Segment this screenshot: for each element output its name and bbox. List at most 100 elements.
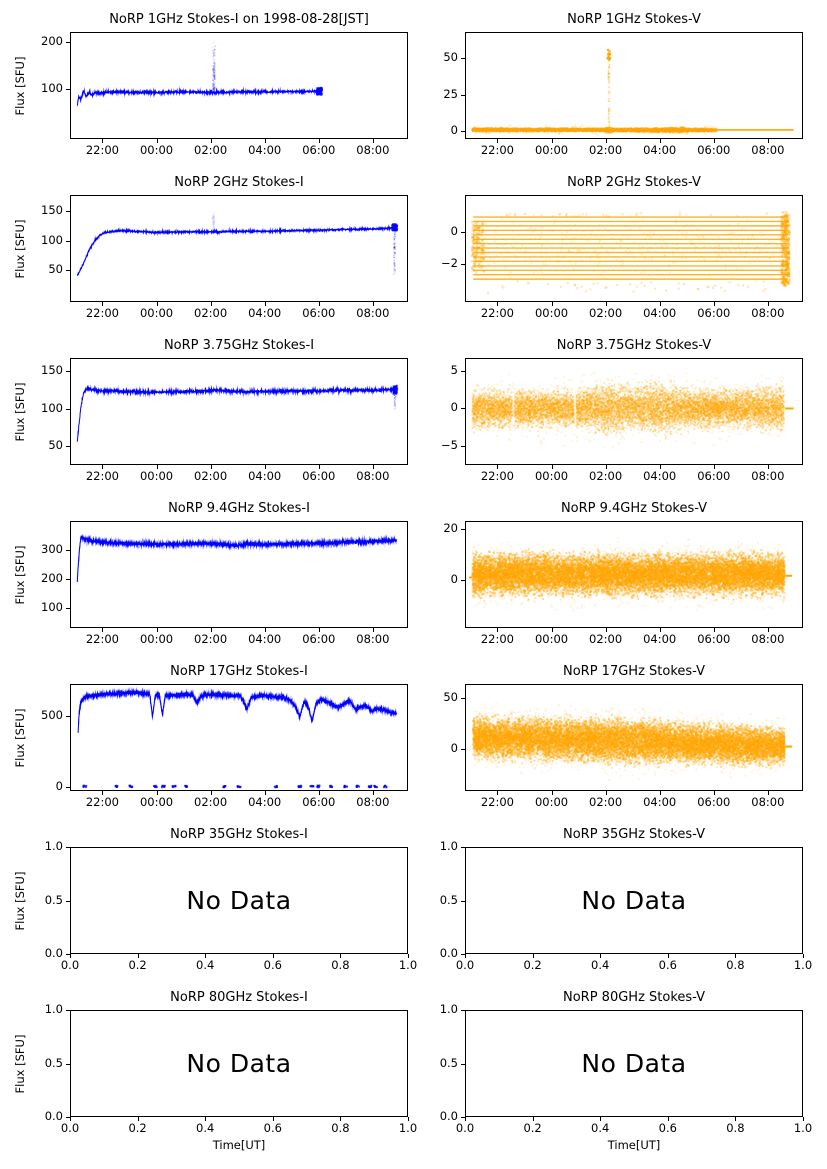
y-axis-label: Flux [SFU] [13, 871, 27, 930]
x-tick-mark [264, 628, 266, 632]
x-tick-label: 04:00 [248, 306, 282, 320]
y-tick-mark [66, 1063, 70, 1065]
y-tick-mark [461, 847, 465, 848]
x-tick-label: 08:00 [356, 469, 390, 483]
x-tick-mark [318, 628, 320, 632]
y-tick-label: 1.0 [439, 839, 458, 853]
x-tick-label: 06:00 [302, 795, 336, 809]
x-tick-mark [497, 791, 499, 795]
x-tick-label: 04:00 [643, 795, 677, 809]
x-tick-label: 00:00 [139, 632, 174, 646]
y-tick-mark [66, 847, 70, 848]
x-tick-label: 06:00 [302, 469, 336, 483]
x-tick-label: 22:00 [85, 632, 120, 646]
y-tick-mark [66, 240, 70, 242]
x-tick-mark [551, 791, 553, 795]
x-tick-label: 06:00 [697, 306, 731, 320]
x-tick-mark [605, 139, 607, 143]
x-tick-label: 06:00 [697, 469, 731, 483]
x-tick-mark [264, 139, 266, 143]
x-tick-mark [205, 1117, 207, 1121]
x-tick-label: 00:00 [534, 632, 569, 646]
y-tick-mark [461, 1117, 465, 1118]
x-tick-label: 00:00 [534, 795, 569, 809]
x-tick-label: 02:00 [589, 795, 623, 809]
no-data-label: No Data [581, 886, 687, 915]
x-tick-mark [605, 791, 607, 795]
x-tick-label: 1.0 [793, 1121, 813, 1135]
x-tick-mark [551, 465, 553, 469]
x-tick-mark [102, 791, 104, 795]
y-tick-mark [461, 408, 465, 410]
y-tick-mark [461, 900, 465, 902]
plot-area-norp-17ghz-stokes-i [70, 684, 408, 791]
x-tick-mark [210, 302, 212, 306]
y-tick-label: 0.0 [44, 1109, 63, 1123]
x-tick-label: 0.6 [658, 958, 677, 972]
x-tick-mark [659, 465, 661, 469]
y-tick-mark [461, 446, 465, 448]
x-tick-mark [713, 628, 715, 632]
x-tick-label: 0.8 [331, 958, 350, 972]
plot-area-norp-1ghz-stokes-v [465, 32, 803, 139]
plot-title: NoRP 1GHz Stokes-I on 1998-08-28[JST] [109, 12, 369, 27]
x-tick-mark [465, 954, 466, 958]
y-tick-label: 150 [41, 363, 63, 378]
plot-title: NoRP 35GHz Stokes-V [563, 827, 705, 842]
y-tick-mark [66, 269, 70, 271]
x-tick-mark [659, 791, 661, 795]
x-tick-label: 22:00 [85, 469, 120, 483]
x-tick-mark [318, 791, 320, 795]
x-tick-mark [70, 1117, 71, 1121]
x-tick-label: 02:00 [194, 469, 228, 483]
plot-title: NoRP 9.4GHz Stokes-V [560, 501, 708, 516]
x-tick-mark [659, 302, 661, 306]
x-tick-label: 22:00 [480, 795, 515, 809]
plot-area-norp-3-75ghz-stokes-i [70, 358, 408, 465]
y-tick-label: 200 [41, 33, 63, 48]
x-tick-label: 08:00 [751, 306, 785, 320]
x-tick-label: 0.8 [726, 1121, 745, 1135]
x-tick-mark [767, 628, 769, 632]
plot-title: NoRP 80GHz Stokes-V [563, 990, 705, 1005]
x-tick-label: 1.0 [793, 958, 813, 972]
y-axis-label: Flux [SFU] [13, 708, 27, 767]
y-tick-label: 0 [450, 223, 458, 238]
x-tick-mark [372, 465, 374, 469]
x-tick-mark [551, 628, 553, 632]
y-tick-label: 0 [450, 740, 458, 755]
plot-area-norp-3-75ghz-stokes-v [465, 358, 803, 465]
y-tick-mark [461, 130, 465, 132]
plot-title: NoRP 2GHz Stokes-V [567, 175, 701, 190]
y-axis-label: Flux [SFU] [13, 1034, 27, 1093]
y-tick-label: 200 [41, 570, 63, 585]
x-tick-mark [803, 1117, 804, 1121]
x-tick-mark [102, 465, 104, 469]
y-tick-label: 1.0 [44, 839, 63, 853]
x-tick-label: 22:00 [85, 795, 120, 809]
x-tick-mark [264, 302, 266, 306]
y-tick-label: 0.0 [439, 1109, 458, 1123]
x-tick-mark [102, 139, 104, 143]
y-tick-mark [66, 607, 70, 609]
y-tick-mark [461, 370, 465, 372]
x-tick-mark [210, 791, 212, 795]
x-tick-mark [156, 628, 158, 632]
x-tick-mark [272, 1117, 274, 1121]
x-tick-label: 22:00 [480, 469, 515, 483]
x-tick-mark [767, 302, 769, 306]
x-tick-mark [137, 954, 139, 958]
x-tick-label: 1.0 [398, 1121, 418, 1135]
plot-area-norp-9-4ghz-stokes-v [465, 521, 803, 628]
y-tick-label: 300 [41, 541, 63, 556]
y-tick-mark [66, 89, 70, 91]
plot-title: NoRP 17GHz Stokes-V [563, 664, 705, 679]
x-tick-mark [408, 1117, 409, 1121]
x-tick-label: 02:00 [589, 306, 623, 320]
x-tick-label: 06:00 [697, 795, 731, 809]
y-tick-label: 0 [55, 779, 63, 794]
plot-area-norp-9-4ghz-stokes-i [70, 521, 408, 628]
no-data-label: No Data [581, 1049, 687, 1078]
x-tick-label: 02:00 [589, 632, 623, 646]
